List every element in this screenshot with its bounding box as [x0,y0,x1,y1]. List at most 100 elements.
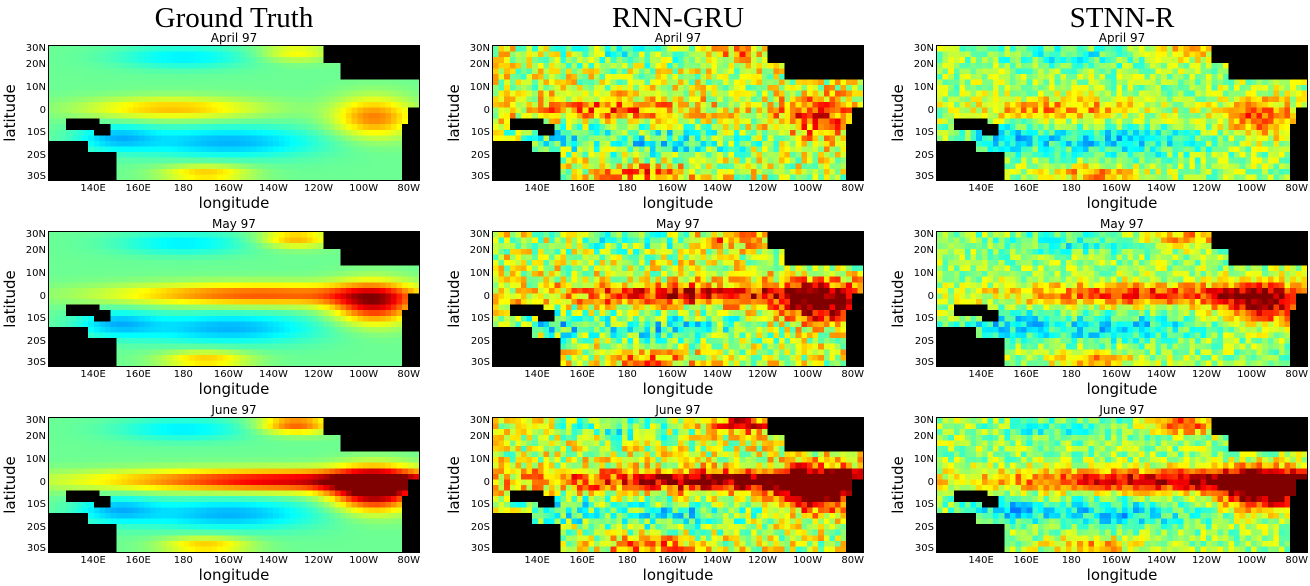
column-title: Ground Truth [154,2,314,34]
y-axis-label: latitude [889,84,907,142]
x-tick-label: 180 [617,369,637,380]
panel-title: June 97 [1099,403,1145,417]
panel-title: May 97 [1100,217,1144,231]
x-tick-label: 100W [1237,183,1267,194]
x-tick-label: 160W [1101,183,1131,194]
x-tick-label: 160E [569,183,595,194]
x-tick-label: 160E [1013,369,1039,380]
x-tick-label: 140E [524,369,550,380]
heatmap-stnn-r [936,45,1308,181]
y-tick-label: 30S [26,171,46,182]
x-tick-label: 140W [702,369,732,380]
y-tick-label: 20N [469,431,490,443]
x-tick-label: 160E [569,555,595,566]
y-tick-label: 30S [914,543,934,554]
y-tick-label: 20S [914,336,934,348]
y-tick-label: 20N [25,431,46,443]
y-tick-label: 30N [913,229,934,240]
y-tick-label: 10N [913,454,934,466]
y-axis-label-wrap: latitude [0,45,20,181]
x-tick-label: 100W [793,183,823,194]
y-tick-label: 30S [914,357,934,368]
x-tick-label: 140E [80,183,106,194]
x-tick-label: 80W [841,183,865,194]
x-tick-label: 180 [173,183,193,194]
y-tick-label: 20N [913,59,934,71]
heatmap-ground-truth [48,231,420,367]
x-tick-label: 80W [1285,555,1309,566]
y-tick-label: 0 [927,104,934,116]
y-tick-label: 30N [913,43,934,54]
y-tick-label: 10N [913,268,934,280]
x-tick-label: 120W [748,369,778,380]
y-tick-label: 30S [470,543,490,554]
panel-title: April 97 [1098,31,1146,45]
y-axis-label-wrap: latitude [444,417,464,553]
x-tick-label: 140E [80,369,106,380]
x-tick-label: 140W [702,183,732,194]
x-axis-label: longitude [198,566,270,584]
y-tick-label: 10S [470,499,490,511]
x-tick-label: 160E [1013,183,1039,194]
y-tick-label: 10N [469,82,490,94]
y-tick-label: 0 [483,104,490,116]
x-tick-label: 140W [1146,369,1176,380]
x-axis-label: longitude [642,566,714,584]
y-tick-label: 10S [914,499,934,511]
x-tick-label: 160W [213,369,243,380]
x-tick-label: 160W [213,183,243,194]
y-tick-label: 20N [469,245,490,257]
x-tick-label: 180 [1061,183,1081,194]
y-tick-label: 0 [483,290,490,302]
heatmap-rnn-gru [492,417,864,553]
x-tick-label: 160E [125,555,151,566]
panel-title: June 97 [655,403,701,417]
heatmap-ground-truth [48,417,420,553]
x-tick-label: 160W [657,183,687,194]
y-axis-label: latitude [445,84,463,142]
panel-title: June 97 [211,403,257,417]
x-axis-label: longitude [1086,194,1158,212]
x-tick-label: 140W [1146,183,1176,194]
y-tick-label: 20N [913,431,934,443]
y-tick-label: 10N [25,268,46,280]
y-axis-label: latitude [1,84,19,142]
x-tick-label: 160W [1101,555,1131,566]
y-tick-label: 30S [470,357,490,368]
y-tick-label: 10N [469,454,490,466]
y-tick-label: 30N [25,415,46,426]
x-tick-label: 100W [349,183,379,194]
y-tick-label: 30S [26,357,46,368]
x-tick-label: 80W [397,183,421,194]
y-tick-label: 30N [469,415,490,426]
y-axis-label-wrap: latitude [888,45,908,181]
x-tick-label: 120W [748,555,778,566]
x-tick-label: 180 [173,555,193,566]
x-tick-label: 80W [1285,369,1309,380]
x-tick-label: 80W [397,555,421,566]
x-tick-label: 140W [1146,555,1176,566]
y-tick-label: 20N [913,245,934,257]
x-tick-label: 120W [304,183,334,194]
heatmap-stnn-r [936,417,1308,553]
y-tick-label: 0 [927,476,934,488]
x-tick-label: 180 [617,555,637,566]
x-tick-label: 140E [80,555,106,566]
y-tick-label: 20S [470,150,490,162]
heatmap-stnn-r [936,231,1308,367]
y-tick-label: 30N [469,43,490,54]
x-tick-label: 140E [968,555,994,566]
x-axis-label: longitude [1086,566,1158,584]
y-tick-label: 30N [469,229,490,240]
y-tick-label: 30S [470,171,490,182]
y-tick-label: 30N [25,43,46,54]
x-tick-label: 160E [125,369,151,380]
x-tick-label: 120W [1192,555,1222,566]
y-tick-label: 10S [26,127,46,139]
y-tick-label: 0 [39,476,46,488]
x-axis-label: longitude [198,194,270,212]
x-tick-label: 180 [617,183,637,194]
x-tick-label: 80W [841,555,865,566]
x-tick-label: 180 [1061,555,1081,566]
x-tick-label: 140E [524,183,550,194]
